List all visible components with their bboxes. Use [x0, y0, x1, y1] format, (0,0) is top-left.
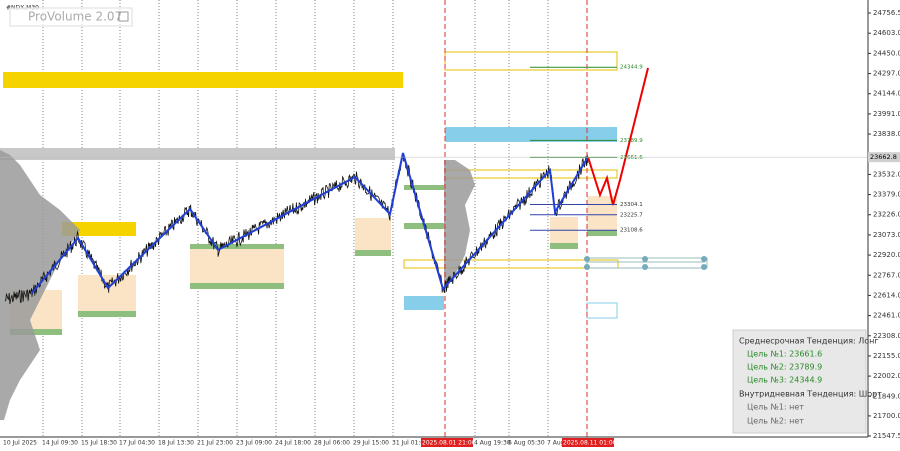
x-tick-label: 7 Aug: [547, 440, 565, 447]
y-tick-label: 21700.0: [873, 412, 900, 420]
x-tick-label: 21 Jul 23:00: [197, 440, 233, 447]
panel-heading: Среднесрочная Тенденция: Лонг: [739, 337, 879, 346]
y-tick-label: 21849.0: [873, 392, 900, 400]
volume-profile: [0, 150, 80, 420]
panel-target: Цель №3: 24344.9: [747, 376, 822, 385]
x-tick-label: 2025.08.11 01:00: [563, 440, 617, 447]
x-tick-label: 6 Aug 05:30: [508, 440, 545, 447]
panel-box: [732, 329, 867, 434]
y-tick-label: 24144.0: [873, 90, 900, 98]
zone: [587, 230, 617, 236]
forecast: [587, 67, 649, 206]
zone: [190, 247, 284, 285]
y-tick-label: 24756.5: [873, 9, 900, 17]
zone: [355, 250, 391, 256]
zone: [10, 329, 62, 335]
marker: [584, 264, 590, 270]
zone: [78, 275, 136, 315]
y-tick-label: 23838.0: [873, 130, 900, 138]
zone: [403, 259, 619, 269]
zone: [586, 302, 618, 319]
panel-target: Цель №2: нет: [747, 417, 804, 426]
zigzag: [31, 152, 589, 294]
zone: [404, 185, 444, 190]
current-price-label: 23662.8: [870, 153, 897, 161]
y-tick-label: 24603.0: [873, 29, 900, 37]
zone: [62, 222, 136, 236]
zone: [3, 72, 403, 88]
x-tick-label: 14 Jul 09:30: [42, 440, 78, 447]
y-tick-label: 22614.0: [873, 291, 900, 299]
y-tick-label: 22461.0: [873, 312, 900, 320]
marker: [642, 264, 648, 270]
zone: [550, 217, 578, 247]
x-tick-label: 15 Jul 18:30: [81, 440, 117, 447]
zone: [404, 296, 444, 310]
volume-profile: [444, 160, 475, 290]
marker: [584, 256, 590, 262]
info-panel: Среднесрочная Тенденция: Лонг Цель №1: 2…: [732, 329, 882, 434]
zone: [445, 127, 617, 142]
indicator-name: ProVolume 2.07: [28, 10, 122, 24]
y-tick-label: 23532.0: [873, 170, 900, 178]
y-tick-label: 22767.0: [873, 271, 900, 279]
level-label: 23789.9: [620, 138, 643, 144]
y-tick-label: 23379.0: [873, 191, 900, 199]
x-tick-label: 29 Jul 15:00: [353, 440, 389, 447]
y-tick-label: 22002.0: [873, 372, 900, 380]
y-tick-label: 23991.0: [873, 110, 900, 118]
zone: [444, 51, 618, 71]
x-axis-labels: 10 Jul 2025 14 Jul 09:30 15 Jul 18:30 17 Ju…: [3, 438, 617, 447]
target-markers: [584, 256, 707, 270]
y-tick-label: 22308.0: [873, 332, 900, 340]
y-tick-label: 23073.0: [873, 231, 900, 239]
y-tick-label: 21547.5: [873, 432, 900, 440]
x-label-highlight: [562, 438, 614, 447]
level-label: 23108.6: [620, 228, 643, 234]
level-label: 24344.9: [620, 65, 643, 71]
marker: [642, 256, 648, 262]
y-tick-label: 24450.0: [873, 49, 900, 57]
x-tick-label: 31 Jul 01:00: [392, 440, 428, 447]
marker: [701, 264, 707, 270]
y-axis-labels: 24756.5 24603.0 24450.0 24297.0 24144.0 23991…: [0, 9, 900, 440]
zone: [550, 243, 578, 249]
level-label: 23225.7: [620, 212, 643, 218]
panel-target: Цель №1: 23661.6: [747, 350, 822, 359]
zone: [78, 311, 136, 317]
level-label: 23304.1: [620, 202, 643, 208]
x-tick-label: 10 Jul 2025: [3, 440, 37, 447]
x-tick-label: 18 Jul 13:30: [158, 440, 194, 447]
zone: [0, 148, 395, 160]
indicator-box: [9, 7, 133, 27]
level-label: 23661.6: [620, 155, 643, 161]
panel-heading: Внутридневная Тенденция: Шорт: [739, 390, 882, 399]
x-tick-label: 17 Jul 04:30: [119, 440, 155, 447]
y-tick-label: 22155.0: [873, 352, 900, 360]
marker: [701, 256, 707, 262]
x-tick-label: 2025.08.01 21:00: [422, 440, 476, 447]
x-tick-label: 24 Jul 18:00: [275, 440, 311, 447]
panel-target: Цель №1: нет: [747, 403, 804, 412]
zone: [355, 218, 391, 254]
y-tick-label: 22920.0: [873, 251, 900, 259]
y-tick-label: 23226.0: [873, 211, 900, 219]
x-label-highlight: [421, 438, 473, 447]
x-tick-label: 4 Aug 19:30: [474, 440, 511, 447]
current-price-box: [868, 152, 900, 163]
y-tick-label: 24297.0: [873, 70, 900, 78]
zone: [190, 283, 284, 289]
x-tick-label: 23 Jul 09:00: [236, 440, 272, 447]
x-tick-label: 28 Jul 06:00: [314, 440, 350, 447]
indicator-button[interactable]: [118, 11, 129, 22]
panel-target: Цель №2: 23789.9: [747, 363, 822, 372]
